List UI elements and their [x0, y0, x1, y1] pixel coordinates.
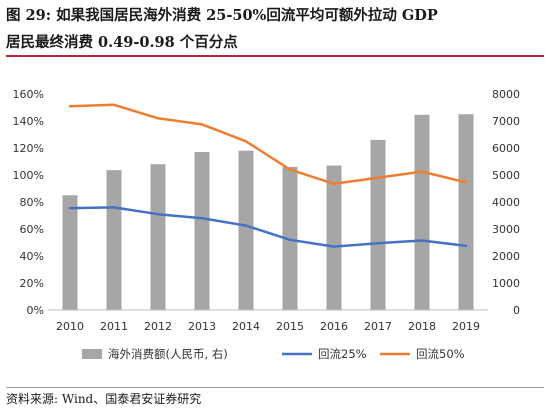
x-axis-tick-label: 2018: [408, 320, 436, 333]
left-axis-ticks: 0% 20% 40% 60% 80% 100% 120% 140% 160%: [13, 88, 44, 317]
x-axis-tick-label: 2019: [452, 320, 480, 333]
legend-label-overseas-consumption: 海外消费额(人民币, 右): [108, 347, 228, 361]
right-axis-tick-label: 8000: [492, 88, 520, 101]
x-axis-tick-label: 2015: [276, 320, 304, 333]
left-axis-tick-label: 0%: [27, 304, 44, 317]
figure-title-line-1: 图 29: 如果我国居民海外消费 25-50%回流平均可额外拉动 GDP: [6, 7, 438, 24]
right-axis-tick-label: 2000: [492, 250, 520, 263]
bar-overseas-consumption-2017: [370, 139, 386, 310]
legend-label-return-50: 回流50%: [416, 347, 465, 361]
left-axis-tick-label: 80%: [20, 196, 44, 209]
right-axis-tick-label: 7000: [492, 115, 520, 128]
right-axis-tick-label: 6000: [492, 142, 520, 155]
left-axis-tick-label: 60%: [20, 223, 44, 236]
line-return-25: [68, 206, 468, 248]
legend-bar-swatch: [82, 349, 102, 359]
left-axis-tick-label: 140%: [13, 115, 44, 128]
bar-overseas-consumption-2013: [194, 152, 210, 310]
left-axis-tick-label: 40%: [20, 250, 44, 263]
chart-canvas: 0% 20% 40% 60% 80% 100% 120% 140% 160% 0 1000 2000…: [13, 88, 520, 361]
x-axis-tick-label: 2017: [364, 320, 392, 333]
right-axis-tick-label: 4000: [492, 196, 520, 209]
left-axis-tick-label: 20%: [20, 277, 44, 290]
x-axis-tick-label: 2013: [188, 320, 216, 333]
bar-series: [62, 114, 474, 310]
bar-overseas-consumption-2018: [414, 114, 430, 310]
bar-overseas-consumption-2015: [282, 166, 298, 310]
right-axis-tick-label: 5000: [492, 169, 520, 182]
bar-overseas-consumption-2010: [62, 195, 78, 310]
bar-overseas-consumption-2012: [150, 164, 166, 310]
x-axis-tick-label: 2014: [232, 320, 260, 333]
legend-label-return-25: 回流25%: [318, 347, 367, 361]
line-return-50: [68, 103, 468, 186]
bar-overseas-consumption-2019: [458, 114, 474, 310]
line-series: [68, 103, 468, 248]
source-note: 资料来源: Wind、国泰君安证券研究: [6, 392, 202, 406]
left-axis-tick-label: 120%: [13, 142, 44, 155]
right-axis-tick-label: 1000: [492, 277, 520, 290]
right-axis-ticks: 0 1000 2000 3000 4000 5000 6000 7000 8000: [492, 88, 520, 317]
title-divider: [6, 55, 544, 57]
source-divider: [6, 387, 544, 388]
bar-overseas-consumption-2016: [326, 165, 342, 310]
left-axis-tick-label: 160%: [13, 88, 44, 101]
x-axis-tick-label: 2010: [56, 320, 84, 333]
figure-title-line-2: 居民最终消费 0.49-0.98 个百分点: [6, 34, 238, 51]
bar-overseas-consumption-2014: [238, 150, 254, 310]
right-axis-tick-label: 3000: [492, 223, 520, 236]
x-axis-ticks: 2010 2011 2012 2013 2014 2015 2016 2017 2018 2019: [56, 320, 480, 333]
bar-overseas-consumption-2011: [106, 170, 122, 310]
right-axis-tick-label: 0: [513, 304, 520, 317]
x-axis-tick-label: 2012: [144, 320, 172, 333]
x-axis-tick-label: 2016: [320, 320, 348, 333]
x-axis-tick-label: 2011: [100, 320, 128, 333]
legend: 海外消费额(人民币, 右) 回流25% 回流50%: [82, 347, 465, 361]
left-axis-tick-label: 100%: [13, 169, 44, 182]
